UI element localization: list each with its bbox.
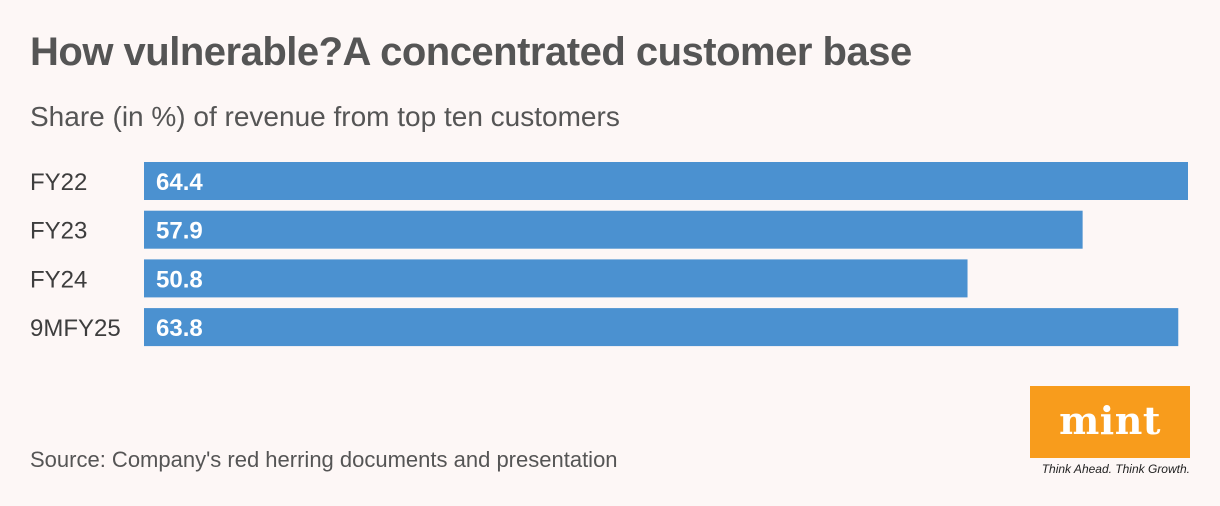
category-label: FY23 bbox=[30, 218, 87, 245]
source-note: Source: Company's red herring documents … bbox=[30, 447, 618, 472]
category-label: FY24 bbox=[30, 266, 87, 293]
bar-chart: FY22 64.4 FY23 57.9 FY24 50.8 9MFY25 63.8 bbox=[30, 162, 1188, 347]
chart-title: How vulnerable?A concentrated customer b… bbox=[30, 30, 912, 74]
value-label: 63.8 bbox=[156, 315, 203, 342]
category-label: FY22 bbox=[30, 169, 87, 196]
value-label: 57.9 bbox=[156, 218, 203, 245]
mint-logo: mint Think Ahead. Think Growth. bbox=[1030, 386, 1190, 481]
category-label: 9MFY25 bbox=[30, 315, 121, 342]
logo-badge: mint bbox=[1030, 386, 1190, 458]
bar-fy23 bbox=[144, 210, 1083, 249]
bar-9mfy25 bbox=[144, 308, 1179, 347]
chart-subtitle: Share (in %) of revenue from top ten cus… bbox=[30, 101, 620, 132]
logo-wordmark: mint bbox=[1059, 397, 1161, 443]
value-label: 64.4 bbox=[156, 169, 203, 196]
value-label: 50.8 bbox=[156, 266, 203, 293]
bar-fy24 bbox=[144, 259, 968, 298]
logo-tagline: Think Ahead. Think Growth. bbox=[1041, 462, 1190, 476]
bar-fy22 bbox=[144, 162, 1188, 200]
